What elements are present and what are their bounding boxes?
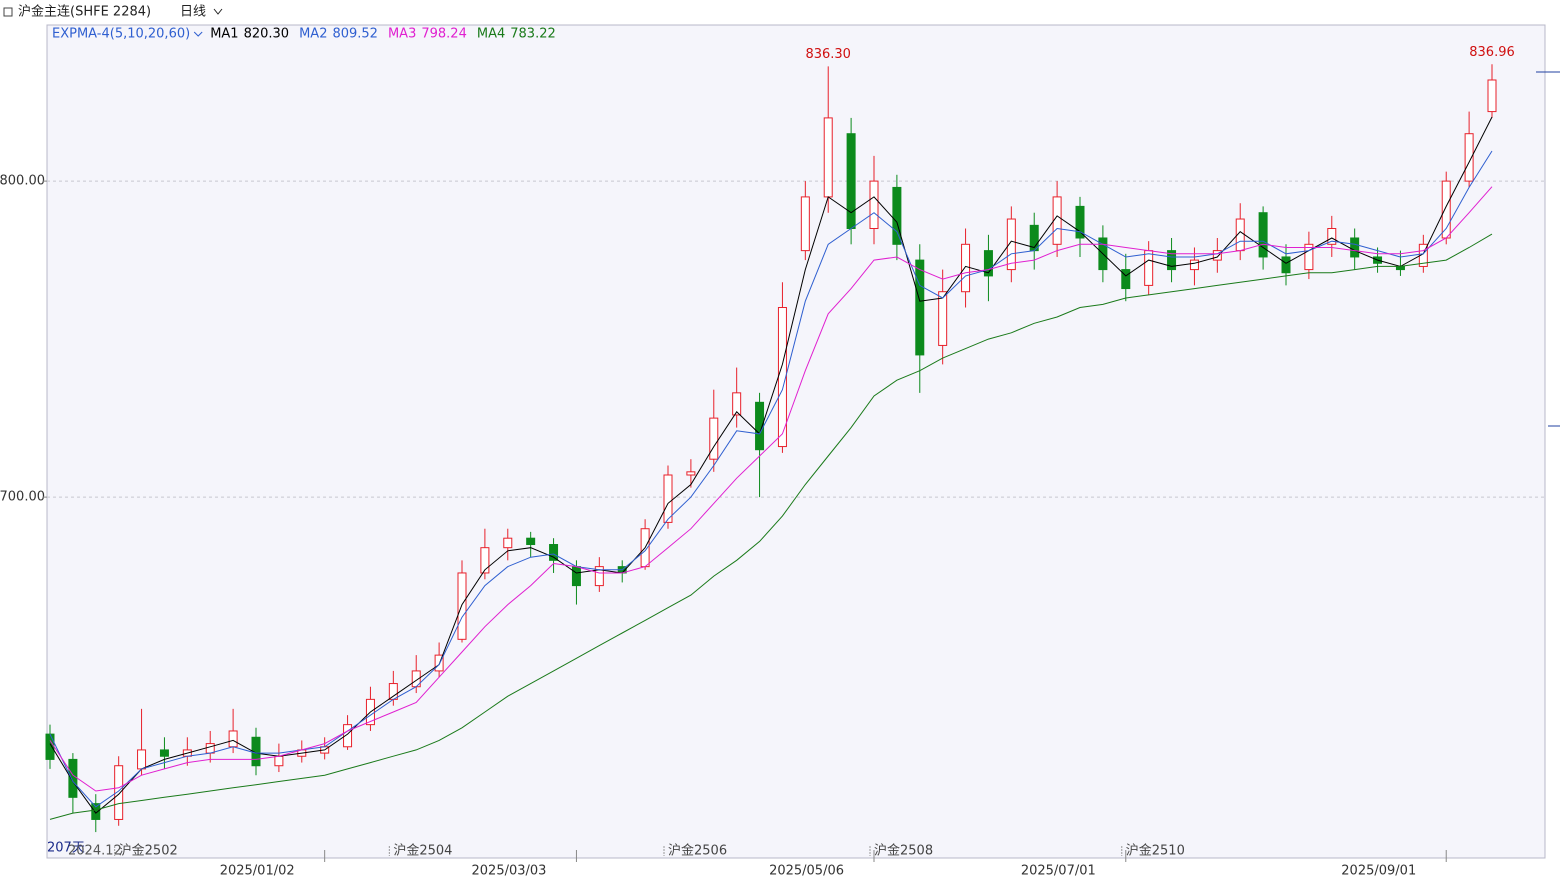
candle-body <box>114 765 124 820</box>
candle-body <box>1258 212 1268 258</box>
candle-body <box>938 291 948 346</box>
candle-body <box>1464 133 1474 182</box>
candle-body <box>823 117 833 198</box>
legend-name: MA2 <box>299 27 327 42</box>
candle-body <box>45 733 55 760</box>
ma-line <box>49 233 1493 820</box>
x-tick-label: 2025/01/02 <box>220 864 295 879</box>
candle-body <box>594 566 604 587</box>
candle-body <box>274 755 284 767</box>
candle-body <box>1304 243 1314 271</box>
candle-body <box>1212 250 1222 261</box>
candle-body <box>709 417 719 460</box>
candle-body <box>800 196 810 252</box>
candle-body <box>1487 79 1497 113</box>
ma-line <box>49 150 1493 808</box>
candle-body <box>869 180 879 230</box>
candle-body <box>137 749 147 770</box>
footer-label: 2024.12 <box>68 844 122 859</box>
legend-value: 798.24 <box>421 27 467 42</box>
candle-body <box>1418 243 1428 267</box>
x-tick-label: 2025/05/06 <box>769 864 844 879</box>
candle-body <box>205 743 215 754</box>
high-label: 836.96 <box>1469 45 1515 60</box>
contract-label: 沪金2506 <box>668 843 727 859</box>
candle-body <box>434 654 444 672</box>
high-label: 836.30 <box>805 47 851 62</box>
x-tick-label: 2025/09/01 <box>1341 864 1416 879</box>
candle-body <box>686 471 696 476</box>
candle-body <box>1006 218 1016 271</box>
candle-body <box>68 758 78 798</box>
x-tick-label: 2025/07/01 <box>1021 864 1096 879</box>
period[interactable]: 日线 <box>180 5 206 20</box>
candle-body <box>983 250 993 277</box>
indicator-name[interactable]: EXPMA-4(5,10,20,60) <box>52 27 190 42</box>
candle-body <box>571 566 581 587</box>
x-tick-label: 2025/03/03 <box>472 864 547 879</box>
dropdown-arrow <box>193 31 203 37</box>
dropdown-arrow[interactable] <box>213 8 223 15</box>
candle-body <box>1167 250 1177 271</box>
legend-name: MA3 <box>388 27 416 42</box>
candle-body <box>1075 205 1085 239</box>
contract-label: 沪金2508 <box>874 843 933 859</box>
candle-body <box>159 749 169 757</box>
legend-value: 820.30 <box>244 27 290 42</box>
title: 沪金主连(SHFE 2284) <box>18 4 151 20</box>
legend: EXPMA-4(5,10,20,60) MA1 820.30 MA2 809.52 MA… <box>52 27 556 42</box>
legend-value: 783.22 <box>510 27 556 42</box>
candle-body <box>480 547 490 574</box>
candle-body <box>663 474 673 523</box>
candle-body <box>892 186 902 245</box>
contract-label: 沪金2504 <box>393 843 452 859</box>
candle-body <box>343 724 353 748</box>
legend-name: MA1 <box>210 27 238 42</box>
candle-body <box>1144 250 1154 286</box>
candle-body <box>549 544 559 561</box>
legend-value: 809.52 <box>332 27 378 42</box>
candle-body <box>1327 228 1337 245</box>
contract-label: 沪金2510 <box>1126 843 1185 859</box>
candle-body <box>457 572 467 640</box>
candle-body <box>961 243 971 293</box>
y-tick-label: 800.00 <box>0 174 45 189</box>
candle-body <box>526 537 536 546</box>
candle-body <box>1350 237 1360 258</box>
contract-label: 沪金2502 <box>119 843 178 859</box>
candle-body <box>1052 196 1062 245</box>
ma-line <box>49 116 1493 814</box>
candle-body <box>91 803 101 820</box>
plot-area <box>46 24 1546 859</box>
candle-body <box>1189 259 1199 271</box>
candle-body <box>228 730 238 748</box>
candle-body <box>915 259 925 356</box>
candle-body <box>388 683 398 700</box>
candle-body <box>1281 256 1291 274</box>
ma-line <box>49 186 1493 792</box>
y-tick-label: 700.00 <box>0 490 45 505</box>
legend-name: MA4 <box>477 27 505 42</box>
footer-label: 207天 <box>47 841 85 856</box>
candle-body <box>846 133 856 230</box>
window-icon <box>3 7 13 17</box>
candle-body <box>1441 180 1451 239</box>
candle-body <box>503 537 513 549</box>
candle-body <box>1121 269 1131 290</box>
candle-body <box>732 392 742 416</box>
